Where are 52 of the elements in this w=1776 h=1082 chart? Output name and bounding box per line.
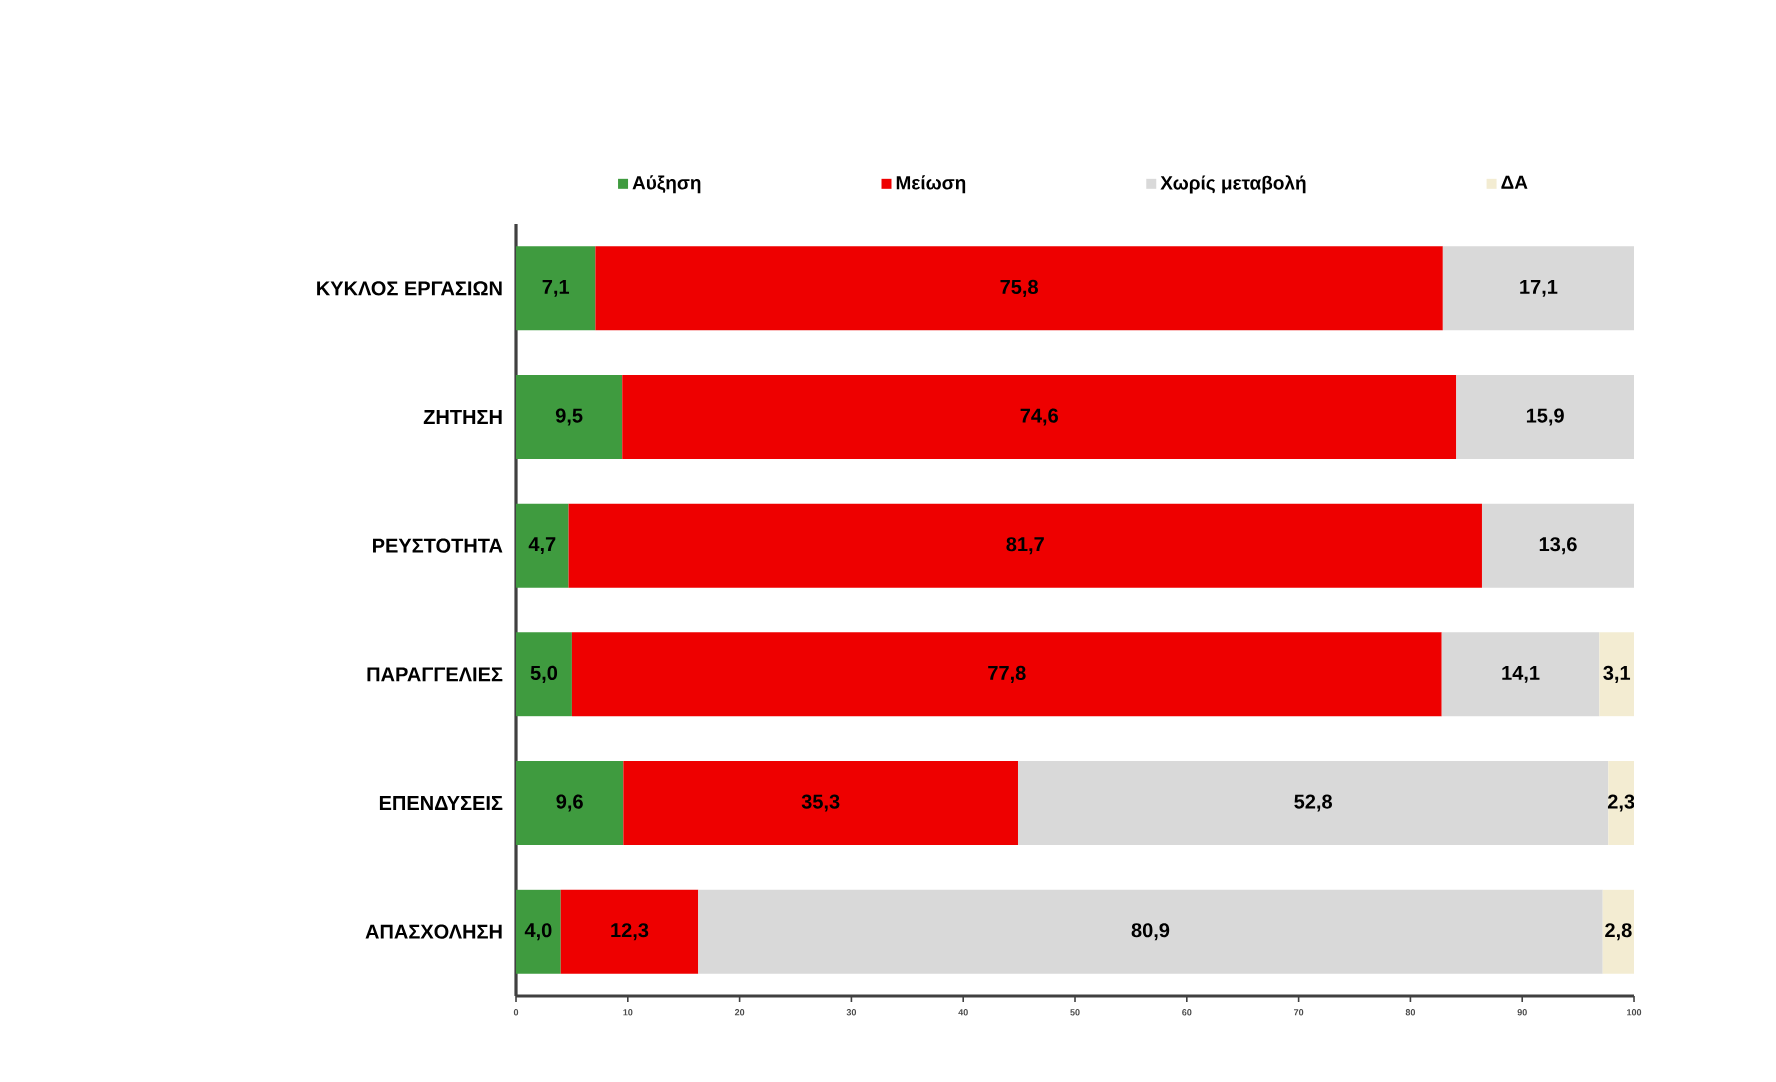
data-label: 17,1 — [1520, 279, 1558, 297]
bar — [1602, 889, 1635, 974]
bar — [622, 375, 1457, 460]
bar — [516, 889, 561, 974]
data-label: 12,3 — [611, 923, 649, 941]
data-label: 13,6 — [1539, 537, 1577, 555]
data-label: 7,1 — [542, 279, 570, 297]
y-tick-label: ΖΗΤΗΣΗ — [423, 410, 502, 424]
bar — [560, 889, 699, 974]
y-tick-label: ΚΥΚΛΟΣ ΕΡΓΑΣΙΩΝ — [317, 281, 502, 296]
bar — [1017, 761, 1609, 846]
bar — [516, 246, 596, 331]
legend-label: ΔΑ — [1501, 175, 1528, 189]
bar — [1456, 375, 1635, 460]
bar — [1441, 632, 1600, 717]
data-label: 15,9 — [1526, 408, 1564, 426]
bar — [623, 761, 1018, 846]
bar — [698, 889, 1603, 974]
legend-label: Αύξηση — [632, 175, 701, 194]
data-label: 9,5 — [555, 408, 583, 426]
data-label: 75,8 — [1000, 279, 1038, 297]
bar — [595, 246, 1443, 331]
data-label: 14,1 — [1502, 665, 1540, 683]
data-label: 5,0 — [530, 665, 558, 683]
data-label: 77,8 — [988, 665, 1026, 683]
bar — [571, 632, 1442, 717]
y-tick-label: ΡΕΥΣΤΟΤΗΤΑ — [373, 538, 503, 553]
data-label: 81,7 — [1006, 537, 1044, 555]
bar — [1599, 632, 1635, 717]
bar — [516, 375, 623, 460]
bar — [516, 503, 569, 588]
legend-label: Χωρίς μεταβολή — [1160, 175, 1306, 194]
bar — [1481, 503, 1635, 588]
data-label: 80,9 — [1131, 923, 1170, 941]
bar — [516, 761, 624, 846]
bar — [1442, 246, 1635, 331]
data-label: 9,6 — [556, 794, 583, 812]
bar — [516, 632, 572, 717]
y-tick-label: ΠΑΡΑΓΓΕΛΙΕΣ — [367, 667, 503, 682]
y-tick-label: ΕΠΕΝΔΥΣΕΙΣ — [379, 796, 503, 810]
data-label: 2,3 — [1607, 794, 1635, 812]
y-tick-label: ΑΠΑΣΧΟΛΗΣΗ — [365, 924, 502, 939]
data-label: 35,3 — [801, 794, 840, 812]
bar — [1608, 761, 1635, 846]
data-label: 4,7 — [528, 537, 556, 555]
bar — [568, 503, 1482, 588]
legend-label: Μείωση — [896, 175, 966, 194]
data-label: 4,0 — [524, 923, 552, 941]
data-label: 2,8 — [1605, 923, 1632, 941]
data-label: 3,1 — [1603, 665, 1631, 683]
data-label: 52,8 — [1294, 794, 1332, 812]
data-label: 74,6 — [1020, 408, 1058, 426]
